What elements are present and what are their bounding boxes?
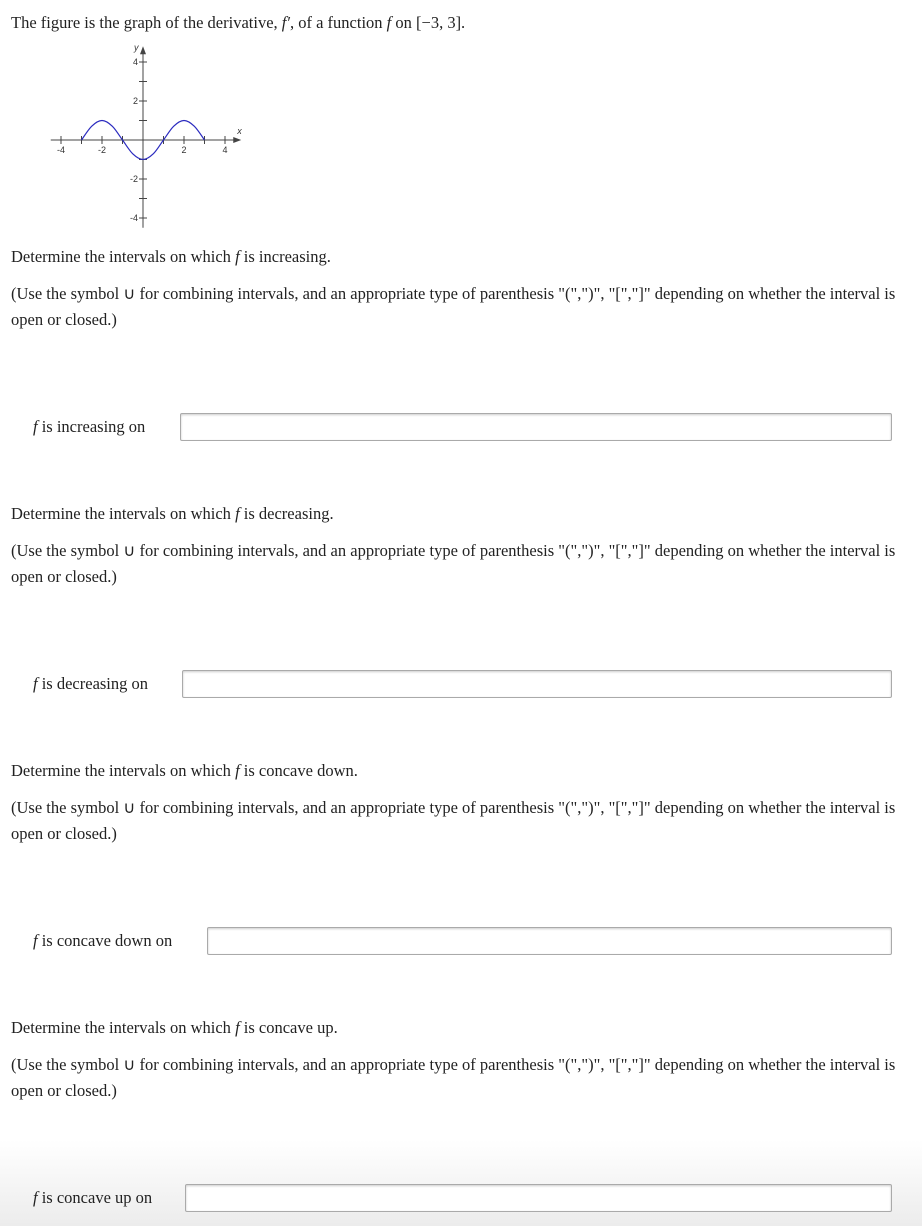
intro-text: The figure is the graph of the derivativ…: [11, 10, 906, 36]
answer-label: f is increasing on: [33, 414, 145, 440]
text-span: is concave down.: [239, 761, 358, 780]
answer-input[interactable]: [182, 670, 892, 698]
text-span: f: [33, 674, 38, 693]
x-tick-label: -4: [57, 145, 65, 155]
instruction: (Use the symbol ∪ for combining interval…: [11, 798, 896, 843]
text-span: is increasing.: [239, 247, 331, 266]
text-span: f: [235, 1018, 240, 1037]
question-heading: Determine the intervals on which f is de…: [11, 501, 906, 527]
text-span: is increasing on: [37, 417, 146, 436]
x-axis-label: x: [236, 126, 242, 136]
text-span: is decreasing.: [239, 504, 334, 523]
text-span: f: [235, 761, 240, 780]
text-span: f: [33, 1188, 38, 1207]
answer-label: f is concave up on: [33, 1185, 152, 1211]
text-span: f: [235, 247, 240, 266]
instruction: (Use the symbol ∪ for combining interval…: [11, 541, 896, 586]
text-span: f: [235, 504, 240, 523]
answer-input[interactable]: [185, 1184, 892, 1212]
graph: x y -4 -2 2 4 4 2 -2 -4: [50, 42, 242, 228]
x-arrow: [233, 137, 242, 143]
question-heading: Determine the intervals on which f is co…: [11, 1015, 906, 1041]
text-span: is concave down on: [37, 931, 173, 950]
y-tick-label: 4: [133, 57, 138, 67]
y-tick-label: -4: [130, 213, 138, 223]
derivative-curve: [81, 119, 205, 161]
text-span: Determine the intervals on which: [11, 1018, 236, 1037]
text-span: The figure is the graph of the derivativ…: [11, 13, 282, 32]
y-tick-label: -2: [130, 174, 138, 184]
x-tick-label: 4: [222, 145, 227, 155]
text-span: is concave up on: [37, 1188, 153, 1207]
text-span: f: [33, 931, 38, 950]
text-span: is concave up.: [239, 1018, 338, 1037]
y-arrow: [140, 46, 146, 55]
text-span: , of a function: [289, 13, 387, 32]
instruction: (Use the symbol ∪ for combining interval…: [11, 1055, 896, 1100]
answer-input[interactable]: [207, 927, 892, 955]
question-heading: Determine the intervals on which f is in…: [11, 244, 906, 270]
instruction: (Use the symbol ∪ for combining interval…: [11, 284, 896, 329]
text-span: on [−3, 3].: [391, 13, 466, 32]
y-tick-label: 2: [133, 96, 138, 106]
y-axis-label: y: [133, 42, 139, 52]
text-span: f: [33, 417, 38, 436]
text-span: f′: [281, 13, 290, 32]
text-span: is decreasing on: [37, 674, 149, 693]
text-span: Determine the intervals on which: [11, 247, 236, 266]
text-span: Determine the intervals on which: [11, 504, 236, 523]
x-tick-label: -2: [98, 145, 106, 155]
x-tick-label: 2: [181, 145, 186, 155]
text-span: f: [386, 13, 392, 32]
answer-label: f is concave down on: [33, 928, 172, 954]
question-heading: Determine the intervals on which f is co…: [11, 758, 906, 784]
answer-label: f is decreasing on: [33, 671, 148, 697]
answer-input[interactable]: [180, 413, 892, 441]
text-span: Determine the intervals on which: [11, 761, 236, 780]
